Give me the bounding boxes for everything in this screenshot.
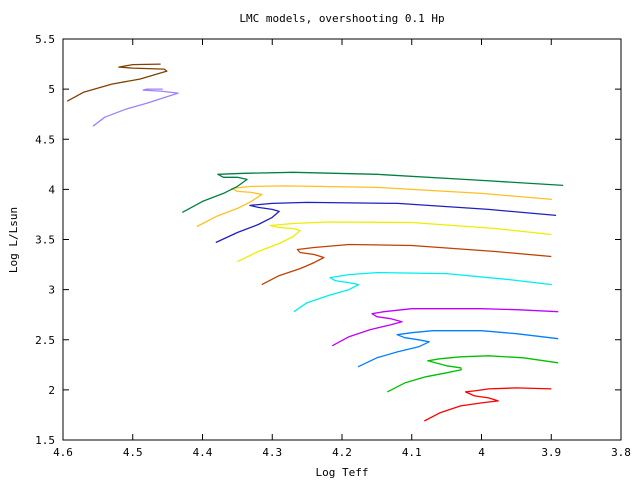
x-tick-label: 4.4 xyxy=(193,446,213,459)
y-tick-label: 2.5 xyxy=(35,334,55,347)
chart-title: LMC models, overshooting 0.1 Hp xyxy=(239,12,444,25)
x-axis-label: Log Teff xyxy=(316,466,369,479)
y-tick-label: 2 xyxy=(48,384,55,397)
x-tick-label: 4.2 xyxy=(332,446,352,459)
x-tick-label: 4.5 xyxy=(123,446,143,459)
series-track-1 xyxy=(423,387,552,422)
series-track-6 xyxy=(261,243,552,286)
series-track-2 xyxy=(387,355,559,393)
series-track-11 xyxy=(92,88,179,127)
series-track-9 xyxy=(196,185,552,228)
y-tick-label: 3.5 xyxy=(35,234,55,247)
y-tick-label: 5 xyxy=(48,83,55,96)
y-tick-label: 4 xyxy=(48,183,55,196)
y-tick-label: 1.5 xyxy=(35,434,55,447)
x-tick-label: 4.1 xyxy=(402,446,422,459)
series-track-8 xyxy=(215,201,557,244)
x-tick-label: 4.6 xyxy=(53,446,73,459)
series-track-4 xyxy=(331,308,559,347)
series-track-7 xyxy=(237,221,552,263)
plot-frame xyxy=(62,38,622,441)
x-tick-label: 4 xyxy=(478,446,485,459)
x-tick-label: 4.3 xyxy=(262,446,282,459)
series-track-5 xyxy=(293,271,552,313)
y-tick-label: 4.5 xyxy=(35,133,55,146)
y-tick-label: 3 xyxy=(48,284,55,297)
series-track-10 xyxy=(181,171,564,213)
series-track-12 xyxy=(66,63,168,102)
x-tick-label: 3.9 xyxy=(541,446,561,459)
series-track-3 xyxy=(357,330,559,368)
y-tick-label: 5.5 xyxy=(35,33,55,46)
x-tick-label: 3.8 xyxy=(611,446,631,459)
y-axis-label: Log L/Lsun xyxy=(7,207,20,273)
